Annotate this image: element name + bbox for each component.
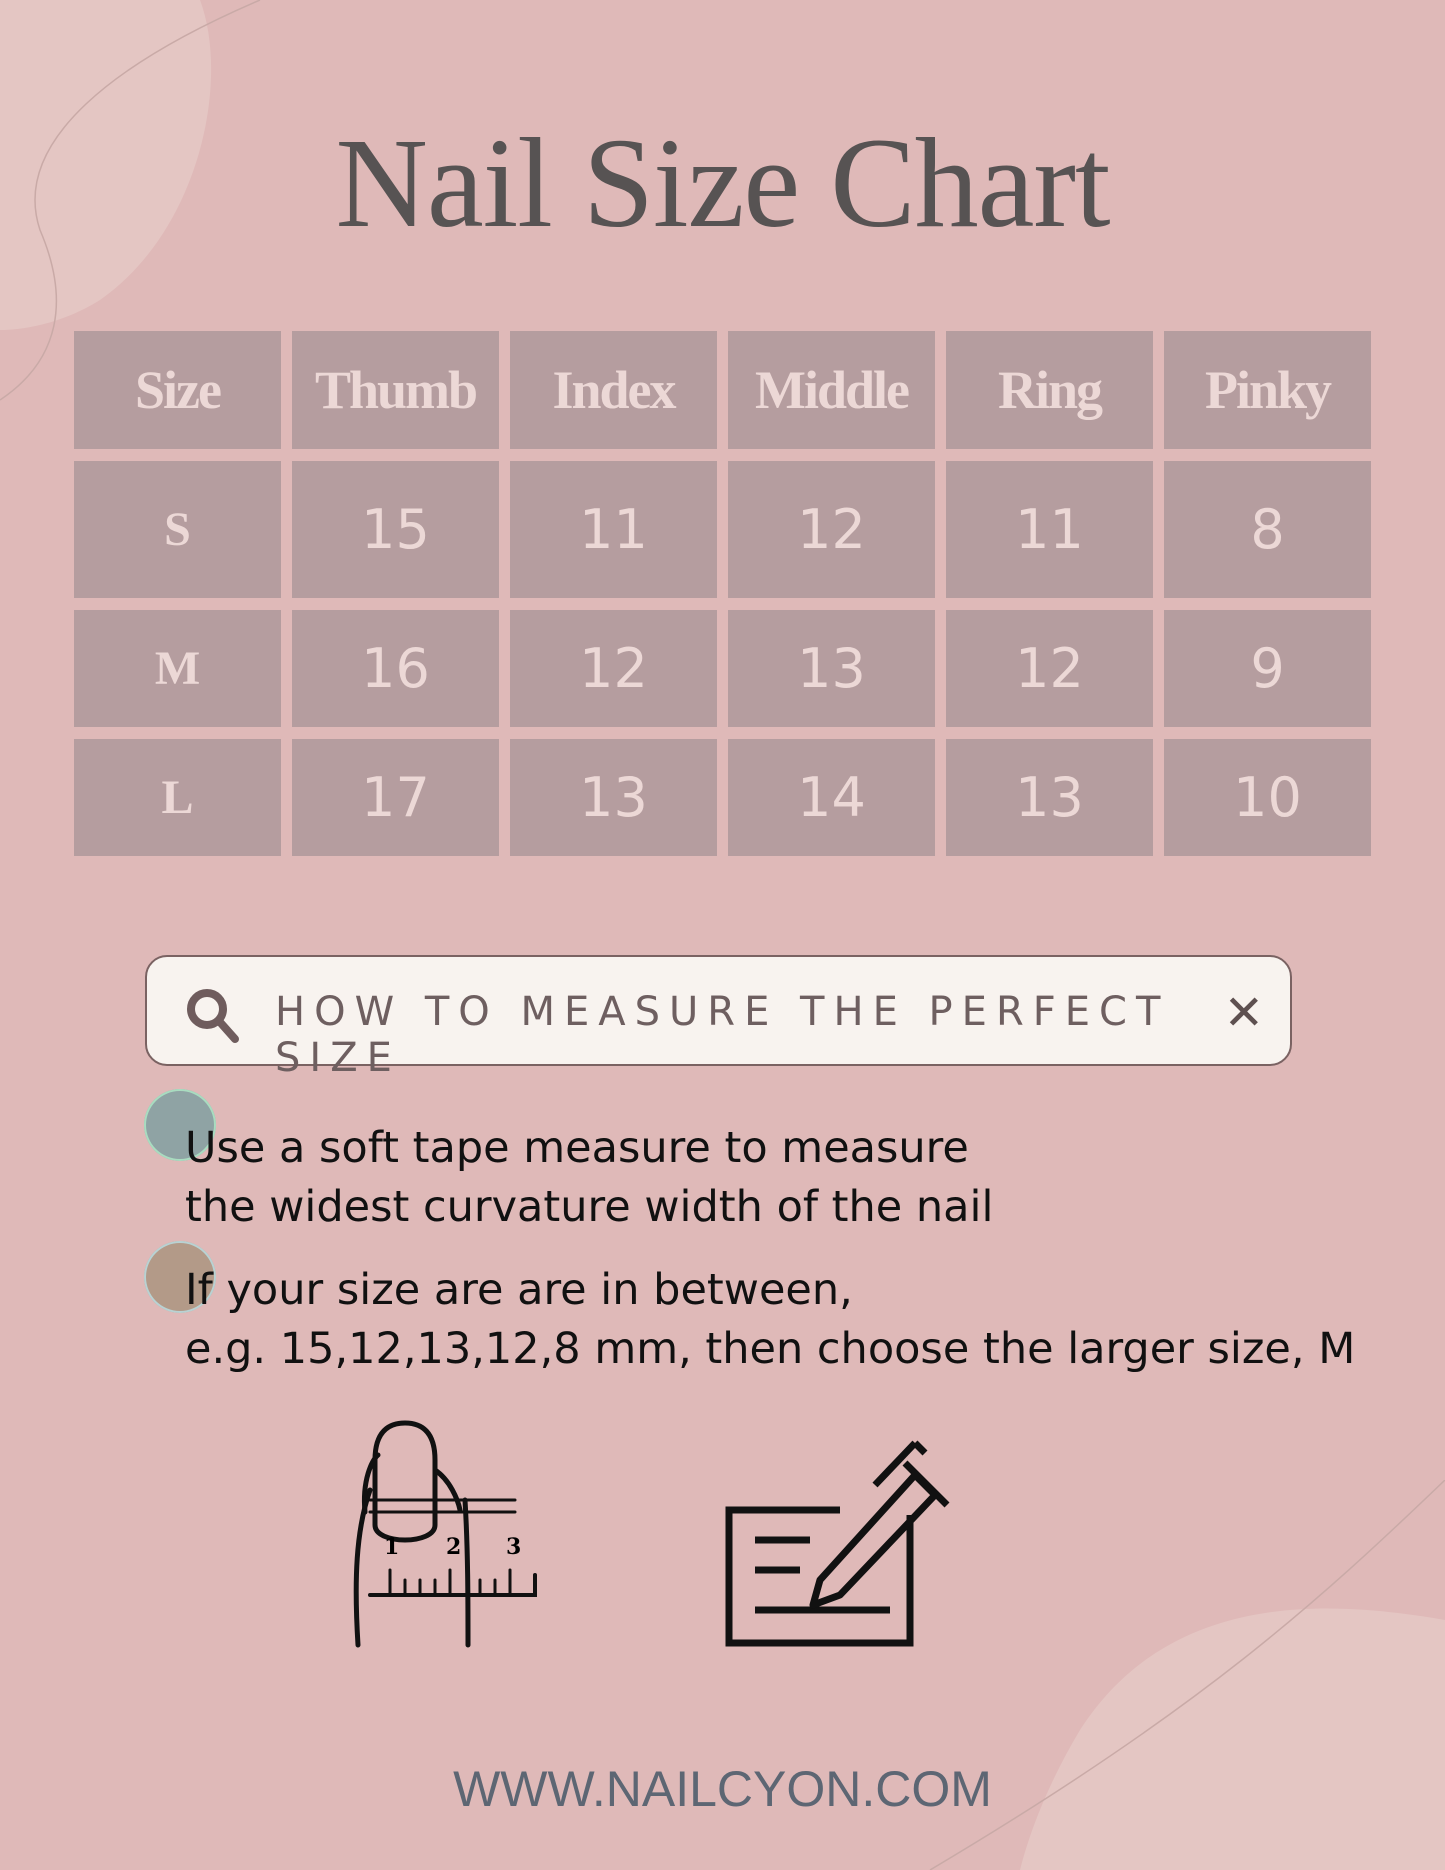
tip-2-line-1: If your size are are in between,: [185, 1265, 853, 1315]
bullet-dot: [144, 1089, 216, 1161]
size-label: S: [74, 461, 281, 598]
search-text[interactable]: HOW TO MEASURE THE PERFECT SIZE: [275, 989, 1170, 1081]
search-icon[interactable]: [183, 985, 243, 1045]
table-cell: 15: [292, 461, 499, 598]
close-icon[interactable]: ✕: [1223, 985, 1264, 1041]
page-title: Nail Size Chart: [335, 112, 1110, 254]
decorative-blob-top-left: [0, 0, 261, 401]
table-cell: 12: [728, 461, 935, 598]
ruler-number: 2: [446, 1534, 461, 1560]
table-cell: 10: [1164, 739, 1371, 856]
header-pinky: Pinky: [1164, 331, 1371, 449]
size-label: M: [74, 610, 281, 727]
table-cell: 13: [510, 739, 717, 856]
header-middle: Middle: [728, 331, 935, 449]
tip-1-line-1: Use a soft tape measure to measure: [185, 1123, 969, 1173]
size-label: L: [74, 739, 281, 856]
table-cell: 8: [1164, 461, 1371, 598]
tip-2: If your size are are in between, e.g. 15…: [185, 1261, 1355, 1379]
table-cell: 13: [946, 739, 1153, 856]
finger-ruler-icon: 1 2 3: [353, 1420, 537, 1648]
ruler-number: 1: [384, 1534, 399, 1560]
table-cell: 11: [946, 461, 1153, 598]
table-cell: 17: [292, 739, 499, 856]
bullet-dot: [144, 1241, 216, 1313]
tip-1: Use a soft tape measure to measure the w…: [185, 1119, 993, 1237]
table-cell: 13: [728, 610, 935, 727]
tip-2-line-2: e.g. 15,12,13,12,8 mm, then choose the l…: [185, 1324, 1356, 1374]
table-cell: 9: [1164, 610, 1371, 727]
note-pencil-icon: [725, 1440, 950, 1647]
table-cell: 12: [946, 610, 1153, 727]
website-url[interactable]: WWW.NAILCYON.COM: [453, 1761, 992, 1817]
header-thumb: Thumb: [292, 331, 499, 449]
ruler-number: 3: [506, 1534, 521, 1560]
decorative-blob-bottom-right: [929, 1480, 1445, 1870]
table-cell: 11: [510, 461, 717, 598]
tip-1-line-2: the widest curvature width of the nail: [185, 1182, 994, 1232]
table-cell: 12: [510, 610, 717, 727]
table-cell: 16: [292, 610, 499, 727]
search-bar[interactable]: HOW TO MEASURE THE PERFECT SIZE ✕: [145, 955, 1292, 1081]
header-size: Size: [74, 331, 281, 449]
header-ring: Ring: [946, 331, 1153, 449]
header-index: Index: [510, 331, 717, 449]
size-table: Size Thumb Index Middle Ring Pinky S 15 …: [74, 331, 1371, 856]
table-cell: 14: [728, 739, 935, 856]
